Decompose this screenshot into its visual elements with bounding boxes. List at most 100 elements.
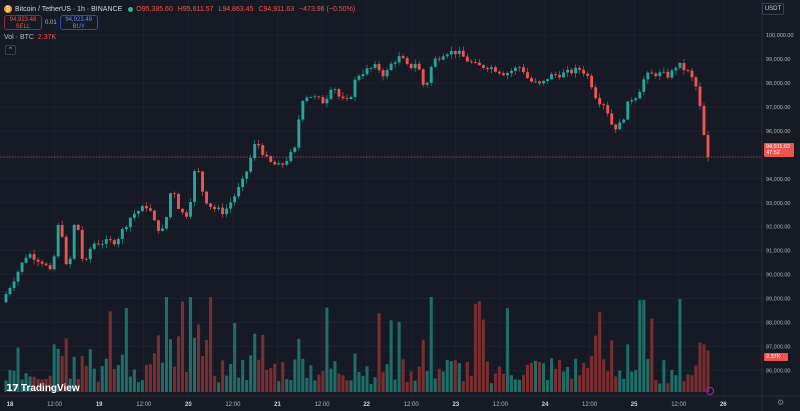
volume-bar	[554, 368, 558, 392]
candle-body	[622, 119, 626, 123]
volume-bar	[12, 370, 16, 392]
candle-body	[546, 79, 549, 81]
time-tick-label: 12:00	[493, 402, 509, 408]
volume-bar	[4, 380, 8, 392]
candle-body	[124, 227, 128, 230]
candle-body	[349, 96, 353, 99]
candle-body	[345, 98, 349, 99]
volume-bar	[521, 375, 525, 392]
candle-body	[618, 122, 622, 130]
volume-bar	[225, 375, 229, 392]
time-tick-label: 12:00	[315, 402, 331, 408]
change-value: −473.96 (−0.50%)	[299, 5, 356, 13]
buy-price: 94,923.49	[65, 17, 93, 23]
volume-bar	[197, 324, 201, 392]
time-tick-label: 12:00	[47, 402, 63, 408]
candle-body	[112, 240, 116, 245]
volume-bar	[365, 366, 369, 392]
symbol-legend[interactable]: ₿ Bitcoin / TetherUS · 1h · BINANCE O95,…	[4, 3, 355, 15]
volume-bar	[670, 369, 674, 392]
tradingview-logo-icon: 17	[6, 383, 19, 394]
candle-body	[189, 202, 192, 217]
candle-body	[409, 63, 413, 69]
volume-bar	[642, 299, 646, 392]
price-tick-label: 99,000.00	[766, 57, 790, 63]
candle-body	[497, 71, 501, 74]
volume-bar	[614, 376, 618, 392]
candle-body	[473, 62, 477, 63]
candle-body	[92, 243, 96, 249]
volume-bar	[193, 337, 197, 392]
candle-body	[614, 124, 618, 130]
volume-bar	[678, 299, 682, 392]
volume-bar	[461, 381, 465, 392]
volume-bar	[345, 380, 349, 392]
price-axis[interactable]: 100,000.00 99,000.00 98,000.00 97,000.00 96,…	[761, 0, 794, 411]
volume-value-tag: 2.37K	[764, 353, 788, 361]
candle-body	[421, 69, 425, 85]
candle-body	[80, 229, 84, 259]
volume-bar	[477, 301, 481, 392]
volume-bar	[509, 375, 513, 392]
sell-button[interactable]: 94,923.48 SELL	[4, 15, 42, 30]
volume-bar	[590, 356, 594, 392]
bitcoin-icon: ₿	[4, 5, 12, 13]
collapse-legend-button[interactable]: ⌃	[5, 45, 16, 55]
volume-bar	[662, 360, 666, 392]
volume-bar	[257, 359, 261, 392]
volume-bar	[654, 380, 658, 392]
volume-bar	[574, 358, 578, 392]
price-tick-label: 86,000.00	[766, 368, 790, 374]
candlesticks[interactable]	[4, 46, 710, 304]
candle-body	[397, 56, 401, 63]
candle-body	[542, 80, 545, 84]
candle-body	[253, 144, 257, 159]
buy-button[interactable]: 94,923.49 BUY	[59, 15, 98, 30]
candle-body	[88, 248, 92, 260]
volume-bar	[168, 339, 172, 392]
volume-legend-value: 2.37K	[37, 34, 57, 41]
candle-body	[590, 75, 594, 88]
candle-body	[341, 96, 345, 99]
candle-body	[120, 229, 124, 239]
volume-bar	[622, 378, 626, 392]
price-tick-label: 98,000.00	[766, 81, 790, 87]
currency-selector[interactable]: USDT	[762, 3, 784, 15]
candle-body	[413, 63, 417, 69]
volume-bar	[674, 375, 678, 392]
candle-body	[261, 145, 265, 155]
candle-body	[132, 213, 136, 218]
volume-bar	[80, 356, 84, 392]
tradingview-logo[interactable]: 17 TradingView	[6, 383, 80, 394]
volume-bar	[249, 355, 253, 392]
volume-bar	[626, 344, 630, 392]
close-value: C94,911.63	[258, 5, 295, 13]
candle-body	[333, 89, 337, 90]
volume-bar	[497, 366, 501, 392]
volume-bar	[245, 379, 249, 392]
gear-icon[interactable]: ⚙	[777, 398, 785, 407]
volume-bar	[353, 353, 357, 392]
candle-body	[229, 202, 233, 209]
volume-bar	[237, 377, 241, 392]
time-axis[interactable]: 18 12:00 19 12:00 20 12:00 21 12:00 22 12:00 23 12:…	[0, 395, 800, 408]
volume-bar	[136, 382, 140, 392]
candle-body	[161, 228, 164, 231]
volume-bar	[634, 369, 638, 392]
bar-countdown: 47:52	[766, 150, 780, 156]
symbol-title[interactable]: Bitcoin / TetherUS · 1h · BINANCE	[15, 5, 123, 13]
candle-body	[570, 69, 574, 74]
candle-body	[437, 58, 441, 60]
volume-bars	[4, 297, 710, 392]
volume-bar	[261, 334, 265, 392]
candle-body	[12, 281, 16, 289]
candle-body	[682, 63, 686, 71]
volume-bar	[686, 374, 690, 392]
volume-bar	[397, 321, 401, 392]
volume-legend[interactable]: Vol · BTC 2.37K	[4, 34, 56, 41]
candle-body	[562, 72, 566, 78]
alert-icon[interactable]	[706, 387, 714, 395]
time-tick-label: 20	[185, 402, 192, 408]
time-tick-label: 24	[542, 402, 549, 408]
